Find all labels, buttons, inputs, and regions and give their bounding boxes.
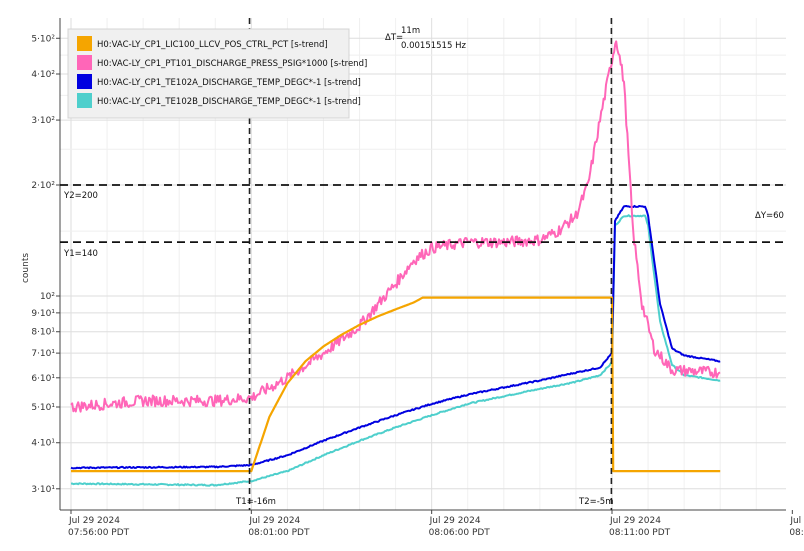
legend-item-lic100[interactable]: H0:VAC-LY_CP1_LIC100_LLCV_POS_CTRL_PCT […	[77, 36, 328, 51]
series-layer	[70, 40, 721, 487]
y-tick-label: 6·10¹	[31, 374, 55, 384]
legend-item-pt101[interactable]: H0:VAC-LY_CP1_PT101_DISCHARGE_PRESS_PSIG…	[77, 55, 367, 70]
x-tick-label-date: Jul 29 2024	[429, 516, 481, 526]
y-tick-label: 3·10¹	[31, 485, 55, 495]
x-tick-label-date: Jul 29	[789, 516, 804, 526]
y-tick-label: 7·10¹	[31, 349, 55, 359]
cursor-y1-label: Y1=140	[63, 249, 98, 259]
series-te102a-line	[70, 204, 721, 470]
x-tick-label-time: 08:16:0	[789, 528, 804, 538]
y-tick-label: 9·10¹	[31, 309, 55, 319]
legend-item-te102a[interactable]: H0:VAC-LY_CP1_TE102A_DISCHARGE_TEMP_DEGC…	[77, 74, 361, 89]
legend-label: H0:VAC-LY_CP1_PT101_DISCHARGE_PRESS_PSIG…	[97, 59, 367, 69]
cursor-t2-label: T2=-5m	[578, 497, 613, 507]
x-axis-ticks: Jul 29 2024 07:56:00 PDT Jul 29 2024 08:01:…	[68, 510, 804, 538]
y-axis-title: counts	[21, 253, 31, 283]
y-tick-label: 4·10²	[31, 70, 55, 80]
legend-label: H0:VAC-LY_CP1_TE102B_DISCHARGE_TEMP_DEGC…	[97, 97, 361, 107]
y-tick-label: 5·10¹	[31, 403, 55, 413]
y-tick-label: 2·10²	[31, 181, 55, 191]
x-tick-label-time: 08:01:00 PDT	[248, 528, 310, 538]
plot-frame	[59, 18, 786, 511]
legend-swatch	[77, 55, 92, 70]
y-tick-label: 8·10¹	[31, 328, 55, 338]
legend-swatch	[77, 93, 92, 108]
x-tick-label-time: 08:06:00 PDT	[429, 528, 491, 538]
y-tick-label: 4·10¹	[31, 439, 55, 449]
y-tick-label: 3·10²	[31, 116, 55, 126]
delta-t-value: 11m	[401, 26, 420, 36]
x-tick-label-time: 07:56:00 PDT	[68, 528, 130, 538]
x-tick-label-date: Jul 29 2024	[248, 516, 300, 526]
cursor-t1-label: T1=-16m	[235, 497, 276, 507]
legend-label: H0:VAC-LY_CP1_TE102A_DISCHARGE_TEMP_DEGC…	[97, 78, 361, 88]
x-tick-label-date: Jul 29 2024	[609, 516, 661, 526]
legend-box	[67, 28, 350, 119]
x-tick-label-time: 08:11:00 PDT	[609, 528, 671, 538]
y-tick-label: 10²	[40, 292, 55, 302]
x-tick-label-date: Jul 29 2024	[68, 516, 120, 526]
delta-f-value: 0.00151515 Hz	[401, 41, 466, 51]
y-tick-label: 5·10²	[31, 34, 55, 44]
series-lic100-line	[71, 296, 721, 473]
legend[interactable]: H0:VAC-LY_CP1_LIC100_LLCV_POS_CTRL_PCT […	[67, 28, 367, 119]
delta-t-label: ΔT=	[385, 33, 403, 43]
legend-swatch	[77, 74, 92, 89]
legend-label: H0:VAC-LY_CP1_LIC100_LLCV_POS_CTRL_PCT […	[97, 40, 328, 50]
series-pt101-line	[70, 40, 721, 413]
legend-item-te102b[interactable]: H0:VAC-LY_CP1_TE102B_DISCHARGE_TEMP_DEGC…	[77, 93, 361, 108]
cursor-y2-label: Y2=200	[63, 191, 98, 201]
y-axis-ticks: 3·10¹ 4·10¹ 5·10¹ 6·10¹ 7·10¹ 8·10¹ 9·10¹ 10² 2·…	[31, 34, 60, 495]
delta-y-label: ΔY=60	[755, 211, 784, 221]
legend-swatch	[77, 36, 92, 51]
